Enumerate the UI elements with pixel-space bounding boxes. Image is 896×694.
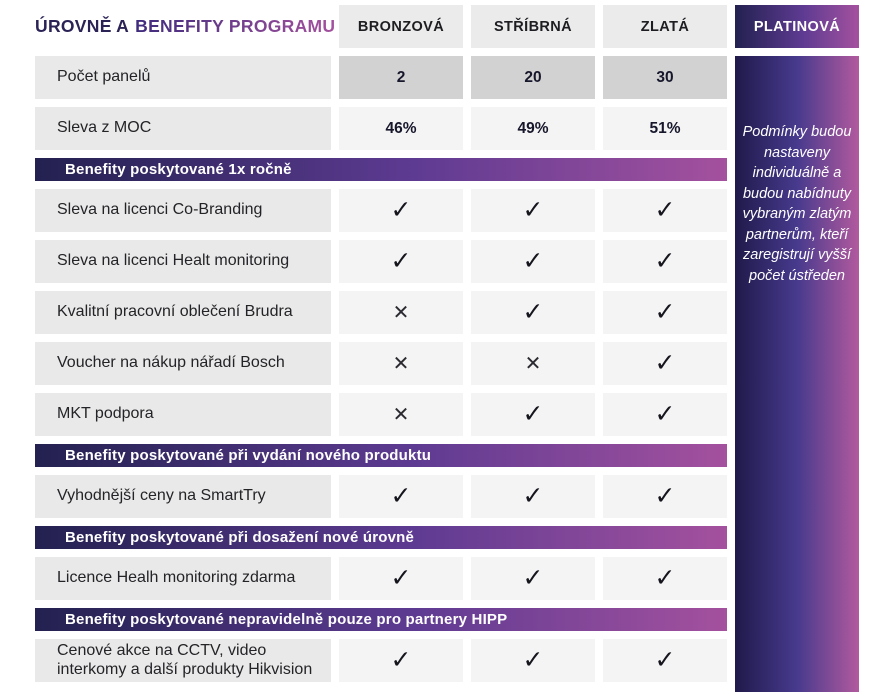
tier-value-cell: 20 bbox=[471, 56, 595, 99]
tier-header-gold: ZLATÁ bbox=[603, 5, 727, 48]
section-header: Benefity poskytované při vydání nového p… bbox=[35, 444, 727, 467]
mark-cell: ✕ bbox=[471, 342, 595, 385]
check-icon: ✓ bbox=[654, 195, 676, 224]
tier-header-bronze: BRONZOVÁ bbox=[339, 5, 463, 48]
title-levels: ÚROVNĚ A bbox=[35, 16, 130, 36]
mark-cell: ✓ bbox=[339, 557, 463, 600]
mark-cell: ✕ bbox=[339, 393, 463, 436]
cross-icon: ✕ bbox=[392, 404, 410, 426]
row-label: Kvalitní pracovní oblečení Brudra bbox=[35, 291, 331, 334]
mark-cell: ✕ bbox=[339, 291, 463, 334]
row-label: Sleva z MOC bbox=[35, 107, 331, 150]
section-header: Benefity poskytované při dosažení nové ú… bbox=[35, 526, 727, 549]
check-icon: ✓ bbox=[654, 348, 676, 377]
tier-value-cell: 30 bbox=[603, 56, 727, 99]
tier-header-silver: STŘÍBRNÁ bbox=[471, 5, 595, 48]
platinum-note: Podmínky budou nastaveny individuálně a … bbox=[742, 124, 852, 285]
check-icon: ✓ bbox=[390, 195, 412, 224]
check-icon: ✓ bbox=[654, 297, 676, 326]
row-label: Sleva na licenci Co-Branding bbox=[35, 189, 331, 232]
title-benefits: BENEFITY PROGRAMU bbox=[135, 16, 336, 36]
row-label: Voucher na nákup nářadí Bosch bbox=[35, 342, 331, 385]
tier-header-platinum: PLATINOVÁ bbox=[735, 5, 859, 48]
check-icon: ✓ bbox=[654, 481, 676, 510]
cross-icon: ✕ bbox=[392, 353, 410, 375]
mark-cell: ✓ bbox=[339, 475, 463, 518]
cross-icon: ✕ bbox=[392, 302, 410, 324]
mark-cell: ✓ bbox=[471, 393, 595, 436]
row-label: Počet panelů bbox=[35, 56, 331, 99]
mark-cell: ✓ bbox=[471, 639, 595, 682]
check-icon: ✓ bbox=[522, 246, 544, 275]
section-header: Benefity poskytované nepravidelně pouze … bbox=[35, 608, 727, 631]
mark-cell: ✓ bbox=[471, 475, 595, 518]
check-icon: ✓ bbox=[390, 481, 412, 510]
mark-cell: ✓ bbox=[471, 291, 595, 334]
mark-cell: ✓ bbox=[471, 189, 595, 232]
check-icon: ✓ bbox=[522, 563, 544, 592]
check-icon: ✓ bbox=[654, 246, 676, 275]
platinum-panel: Podmínky budou nastaveny individuálně a … bbox=[735, 56, 859, 692]
mark-cell: ✓ bbox=[603, 639, 727, 682]
mark-cell: ✓ bbox=[603, 189, 727, 232]
mark-cell: ✓ bbox=[603, 557, 727, 600]
mark-cell: ✓ bbox=[471, 240, 595, 283]
row-label: Vyhodnější ceny na SmartTry bbox=[35, 475, 331, 518]
cross-icon: ✕ bbox=[524, 353, 542, 375]
check-icon: ✓ bbox=[654, 645, 676, 674]
check-icon: ✓ bbox=[390, 246, 412, 275]
check-icon: ✓ bbox=[654, 399, 676, 428]
check-icon: ✓ bbox=[654, 563, 676, 592]
row-label: Sleva na licenci Healt monitoring bbox=[35, 240, 331, 283]
mark-cell: ✓ bbox=[471, 557, 595, 600]
tier-value-cell: 2 bbox=[339, 56, 463, 99]
check-icon: ✓ bbox=[522, 297, 544, 326]
mark-cell: ✓ bbox=[603, 240, 727, 283]
mark-cell: ✓ bbox=[339, 639, 463, 682]
row-label: Cenové akce na CCTV, video interkomy a d… bbox=[35, 639, 331, 682]
mark-cell: ✓ bbox=[603, 475, 727, 518]
tier-value-cell: 46% bbox=[339, 107, 463, 150]
section-header: Benefity poskytované 1x ročně bbox=[35, 158, 727, 181]
tier-value-cell: 51% bbox=[603, 107, 727, 150]
check-icon: ✓ bbox=[390, 563, 412, 592]
row-label: Licence Healh monitoring zdarma bbox=[35, 557, 331, 600]
mark-cell: ✓ bbox=[339, 189, 463, 232]
program-table: ÚROVNĚ A BENEFITY PROGRAMU BRONZOVÁ STŘÍ… bbox=[35, 5, 859, 682]
check-icon: ✓ bbox=[522, 399, 544, 428]
mark-cell: ✓ bbox=[603, 393, 727, 436]
mark-cell: ✓ bbox=[339, 240, 463, 283]
page-title: ÚROVNĚ A BENEFITY PROGRAMU bbox=[35, 5, 335, 48]
mark-cell: ✓ bbox=[603, 291, 727, 334]
check-icon: ✓ bbox=[522, 645, 544, 674]
check-icon: ✓ bbox=[522, 481, 544, 510]
check-icon: ✓ bbox=[390, 645, 412, 674]
mark-cell: ✓ bbox=[603, 342, 727, 385]
tier-value-cell: 49% bbox=[471, 107, 595, 150]
mark-cell: ✕ bbox=[339, 342, 463, 385]
row-label: MKT podpora bbox=[35, 393, 331, 436]
check-icon: ✓ bbox=[522, 195, 544, 224]
